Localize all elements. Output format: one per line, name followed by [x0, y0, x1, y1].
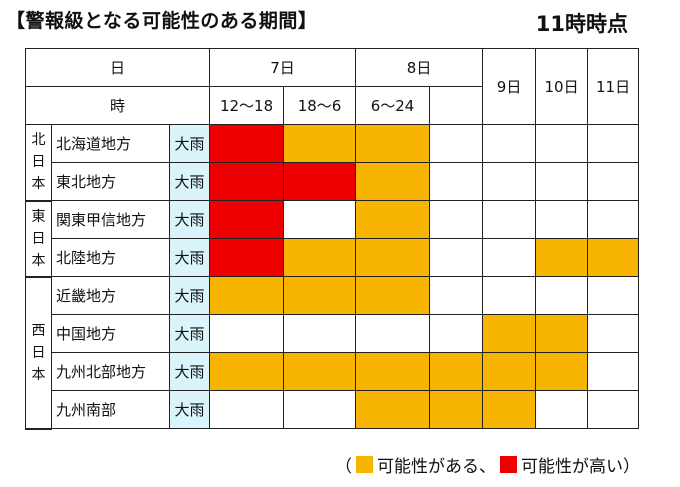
- legend-label-high: 可能性が高い）: [521, 457, 640, 477]
- day-header-2: 8日: [355, 48, 484, 87]
- level-cell-possible: [355, 352, 431, 391]
- warning-type: 大雨: [168, 390, 211, 429]
- level-cell-none: [429, 276, 484, 315]
- level-cell-none: [535, 124, 589, 163]
- level-cell-none: [482, 200, 537, 239]
- level-cell-possible: [355, 238, 431, 277]
- level-cell-none: [283, 390, 357, 429]
- level-cell-possible: [355, 276, 431, 315]
- level-cell-none: [355, 314, 431, 353]
- level-cell-none: [587, 390, 640, 429]
- level-cell-high: [209, 124, 285, 163]
- level-cell-possible: [355, 200, 431, 239]
- region-label: 北日本: [25, 124, 52, 202]
- level-cell-none: [429, 200, 484, 239]
- area-name: 関東甲信地方: [51, 200, 170, 239]
- warning-type: 大雨: [168, 162, 211, 201]
- day-header-4: 10日: [535, 48, 589, 125]
- period-header-3: 6～24: [355, 86, 431, 125]
- legend: （ 可能性がある、 可能性が高い）: [335, 452, 640, 477]
- level-cell-none: [535, 200, 589, 239]
- area-name: 東北地方: [51, 162, 170, 201]
- level-cell-none: [587, 162, 640, 201]
- area-name: 中国地方: [51, 314, 170, 353]
- issue-time: 11時時点: [535, 12, 628, 36]
- warning-type: 大雨: [168, 314, 211, 353]
- level-cell-high: [283, 162, 357, 201]
- level-cell-possible: [355, 162, 431, 201]
- level-cell-possible: [429, 390, 484, 429]
- level-cell-none: [209, 314, 285, 353]
- area-name: 北陸地方: [51, 238, 170, 277]
- level-cell-possible: [283, 276, 357, 315]
- legend-open-paren: （: [335, 457, 352, 477]
- warning-period-table: 日7日8日9日10日11日12日時12～1818～66～24北日本北海道地方大雨…: [24, 48, 640, 430]
- level-cell-none: [429, 314, 484, 353]
- level-cell-possible: [209, 352, 285, 391]
- warning-type: 大雨: [168, 200, 211, 239]
- level-cell-possible: [587, 238, 640, 277]
- hour-header-label: 時: [24, 86, 211, 125]
- legend-swatch-possible: [356, 456, 373, 473]
- level-cell-possible: [283, 124, 357, 163]
- level-cell-none: [283, 200, 357, 239]
- warning-type: 大雨: [168, 352, 211, 391]
- level-cell-possible: [209, 276, 285, 315]
- level-cell-none: [482, 276, 537, 315]
- area-name: 九州南部: [51, 390, 170, 429]
- warning-type: 大雨: [168, 238, 211, 277]
- level-cell-possible: [482, 352, 537, 391]
- level-cell-none: [535, 390, 589, 429]
- level-cell-none: [587, 276, 640, 315]
- level-cell-none: [429, 124, 484, 163]
- level-cell-none: [209, 390, 285, 429]
- day-header-label: 日: [24, 48, 211, 87]
- level-cell-none: [482, 162, 537, 201]
- period-header-1: 12～18: [209, 86, 285, 125]
- region-label: 東日本: [25, 200, 52, 278]
- level-cell-possible: [429, 352, 484, 391]
- area-name: 近畿地方: [51, 276, 170, 315]
- day-header-1: 7日: [209, 48, 357, 87]
- area-name: 北海道地方: [51, 124, 170, 163]
- level-cell-possible: [355, 124, 431, 163]
- warning-type: 大雨: [168, 276, 211, 315]
- level-cell-none: [283, 314, 357, 353]
- level-cell-none: [482, 124, 537, 163]
- page-title: 【警報級となる可能性のある期間】: [6, 10, 318, 32]
- legend-label-possible: 可能性がある、: [377, 457, 496, 477]
- region-label: 西日本: [25, 276, 52, 430]
- level-cell-none: [587, 314, 640, 353]
- level-cell-possible: [535, 314, 589, 353]
- level-cell-possible: [283, 238, 357, 277]
- level-cell-possible: [535, 238, 589, 277]
- level-cell-none: [535, 276, 589, 315]
- level-cell-none: [535, 162, 589, 201]
- level-cell-high: [209, 200, 285, 239]
- legend-swatch-high: [500, 456, 517, 473]
- level-cell-high: [209, 238, 285, 277]
- level-cell-none: [482, 238, 537, 277]
- level-cell-none: [429, 238, 484, 277]
- area-name: 九州北部地方: [51, 352, 170, 391]
- level-cell-none: [587, 124, 640, 163]
- warning-type: 大雨: [168, 124, 211, 163]
- level-cell-possible: [355, 390, 431, 429]
- level-cell-possible: [535, 352, 589, 391]
- level-cell-none: [587, 200, 640, 239]
- period-header-2: 18～6: [283, 86, 357, 125]
- level-cell-possible: [482, 390, 537, 429]
- level-cell-possible: [482, 314, 537, 353]
- level-cell-none: [429, 162, 484, 201]
- level-cell-none: [587, 352, 640, 391]
- level-cell-high: [209, 162, 285, 201]
- day-header-5: 11日: [587, 48, 640, 125]
- level-cell-possible: [283, 352, 357, 391]
- day-header-3: 9日: [482, 48, 537, 125]
